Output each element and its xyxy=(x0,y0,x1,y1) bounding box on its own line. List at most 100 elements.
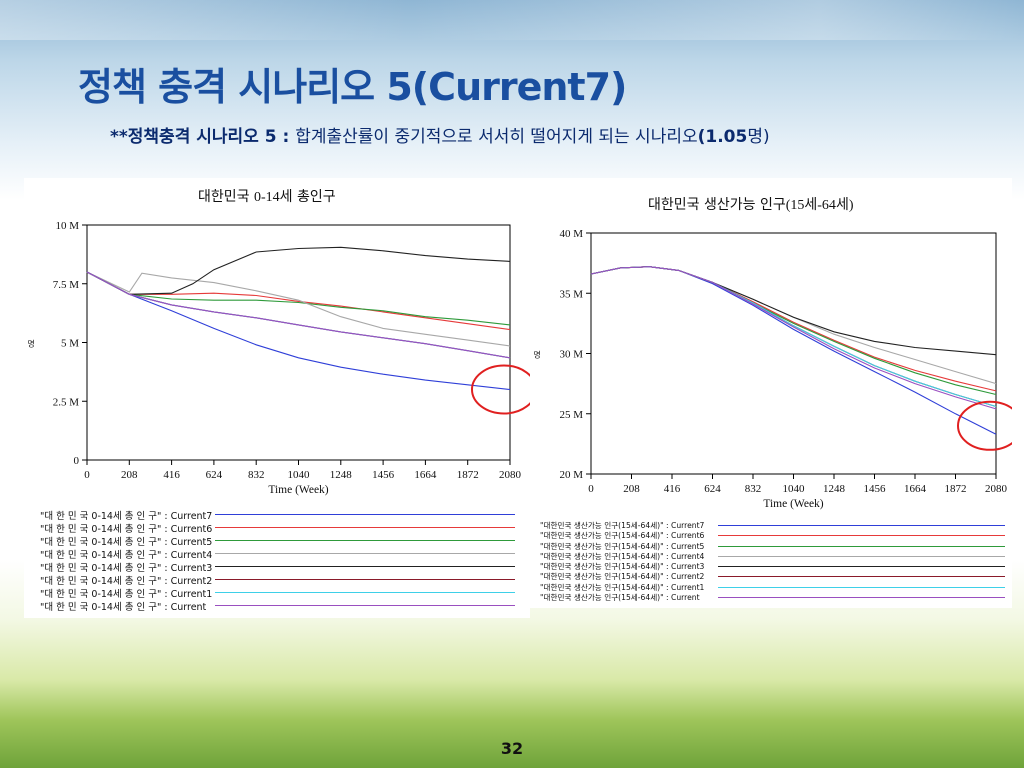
legend-label: "대 한 민 국 0-14세 총 인 구" : Current2 xyxy=(40,576,213,587)
y-tick-label: 20 M xyxy=(559,469,583,481)
legend-label: "대한민국 생산가능 인구(15세-64세)" : Current xyxy=(540,593,700,603)
chart-title-part: 세 총인구 xyxy=(279,189,336,205)
legend-swatch xyxy=(215,514,515,515)
slide-title: 정책 충격 시나리오 5(Current7) xyxy=(78,65,627,109)
subtitle-suffix: 명) xyxy=(747,127,770,147)
subtitle-colon: : xyxy=(276,127,296,147)
legend-label: "대 한 민 국 0-14세 총 인 구" : Current7 xyxy=(40,511,213,522)
x-tick-label: 1664 xyxy=(414,469,437,481)
legend-swatch xyxy=(718,525,1005,526)
x-tick-label: 832 xyxy=(248,469,265,481)
series-line-current5 xyxy=(86,271,511,326)
x-tick-label: 1456 xyxy=(372,469,395,481)
x-tick-label: 1872 xyxy=(457,469,479,481)
legend-swatch xyxy=(215,566,515,567)
legend-swatch xyxy=(215,540,515,541)
legend-label: "대한민국 생산가능 인구(15세-64세)" : Current4 xyxy=(540,551,705,561)
highlight-circle xyxy=(471,364,530,415)
chart-title: 대한민국 0-14세 총인구 xyxy=(198,186,336,206)
x-tick-label: 1040 xyxy=(288,469,311,481)
series-line-current xyxy=(86,271,511,359)
x-tick-label: 624 xyxy=(206,469,223,481)
y-tick-label: 30 M xyxy=(559,349,583,361)
x-axis-label: Time (Week) xyxy=(268,484,328,496)
series-line-current4 xyxy=(86,271,511,347)
series-line-current xyxy=(590,266,997,410)
y-tick-label: 35 M xyxy=(559,288,583,300)
chart-svg-working-age: 20 M 25 M 30 M 35 M 40 M 0 208 416 624 832 1040 124… xyxy=(533,228,1012,510)
legend-swatch xyxy=(215,553,515,554)
chart-title-part: 세 xyxy=(835,197,849,213)
x-tick-label: 832 xyxy=(745,483,762,495)
legend-swatch xyxy=(718,566,1005,568)
legend-swatch xyxy=(215,579,515,580)
x-tick-label: 1664 xyxy=(904,483,927,495)
chart-panel-working-age: 대한민국 생산가능 인구(15세-64세) 20 M 25 M 30 M 35 M 40… xyxy=(530,178,1012,608)
legend-label: "대 한 민 국 0-14세 총 인 구" : Current3 xyxy=(40,563,213,574)
legend-label: "대한민국 생산가능 인구(15세-64세)" : Current3 xyxy=(540,562,705,572)
plot-area xyxy=(86,224,511,461)
subtitle-number: 5 xyxy=(264,127,277,147)
plot-area xyxy=(590,232,997,475)
legend-label: "대 한 민 국 0-14세 총 인 구" : Current xyxy=(40,602,207,613)
chart-title: 대한민국 생산가능 인구(15세-64세) xyxy=(648,194,854,214)
x-tick-label: 208 xyxy=(623,483,640,495)
y-tick-label: 10 M xyxy=(55,220,79,232)
chart-title-part: 대한민국 생산가능 인구 xyxy=(648,197,786,213)
series-line-current6 xyxy=(86,271,511,331)
page-number: 32 xyxy=(500,739,524,758)
chart-title-part: 대한민국 xyxy=(198,189,254,205)
legend-swatch xyxy=(215,527,515,528)
chart-title-part: (15 xyxy=(785,198,805,213)
legend-swatch xyxy=(718,576,1005,578)
legend-swatch xyxy=(718,586,1005,588)
legend-label: "대한민국 생산가능 인구(15세-64세)" : Current1 xyxy=(540,582,705,592)
series-line-current7 xyxy=(86,271,511,391)
legend-swatch xyxy=(718,545,1005,547)
highlight-circle xyxy=(957,400,1012,451)
y-axis-label: 명 xyxy=(533,350,540,360)
y-tick-label: 5 M xyxy=(61,338,79,350)
subtitle-prefix: **정책충격 시나리오 xyxy=(110,127,265,147)
x-tick-label: 1248 xyxy=(823,483,846,495)
legend-swatch xyxy=(718,535,1005,537)
x-tick-label: 416 xyxy=(163,469,180,481)
subtitle-text: 합계출산률이 중기적으로 서서히 떨어지게 되는 시나리오 xyxy=(295,127,698,147)
chart-title-part: 0-14 xyxy=(253,190,280,205)
chart-svg-children: 0 2.5 M 5 M 7.5 M 10 M 0 208 416 624 832 1040 1248 1… xyxy=(27,220,530,496)
legend-label: "대 한 민 국 0-14세 총 인 구" : Current4 xyxy=(40,550,213,561)
x-tick-label: 0 xyxy=(588,483,594,495)
x-tick-label: 1872 xyxy=(945,483,967,495)
legend-label: "대한민국 생산가능 인구(15세-64세)" : Current6 xyxy=(540,531,705,541)
x-axis-label: Time (Week) xyxy=(763,498,823,510)
x-tick-label: 1456 xyxy=(864,483,887,495)
y-tick-label: 7.5 M xyxy=(53,279,80,291)
x-tick-label: 1040 xyxy=(783,483,806,495)
y-tick-label: 40 M xyxy=(559,228,583,240)
legend-swatch xyxy=(718,597,1005,599)
subtitle-value: (1.05 xyxy=(697,127,748,147)
legend-label: "대한민국 생산가능 인구(15세-64세)" : Current5 xyxy=(540,541,705,551)
x-tick-label: 416 xyxy=(664,483,681,495)
slide-subtitle: **정책충격 시나리오 5 : 합계출산률이 중기적으로 서서히 떨어지게 되는… xyxy=(110,122,770,147)
y-axis-label: 명 xyxy=(27,339,34,349)
legend-swatch xyxy=(215,592,515,593)
chart-title-part: ) xyxy=(848,198,854,213)
y-tick-label: 2.5 M xyxy=(53,396,80,408)
legend-label: "대 한 민 국 0-14세 총 인 구" : Current5 xyxy=(40,537,213,548)
legend-swatch xyxy=(215,605,515,606)
legend-label: "대 한 민 국 0-14세 총 인 구" : Current1 xyxy=(40,589,213,600)
x-tick-label: 0 xyxy=(84,469,90,481)
legend-label: "대한민국 생산가능 인구(15세-64세)" : Current2 xyxy=(540,572,705,582)
legend-label: "대한민국 생산가능 인구(15세-64세)" : Current7 xyxy=(540,521,705,530)
chart-title-part: -64 xyxy=(817,198,836,213)
legend-swatch xyxy=(718,555,1005,557)
y-tick-label: 25 M xyxy=(559,409,583,421)
x-tick-label: 1248 xyxy=(330,469,353,481)
chart-title-part: 세 xyxy=(804,197,818,213)
y-tick-label: 0 xyxy=(74,455,80,467)
series-line-current3 xyxy=(86,246,511,295)
x-tick-label: 2080 xyxy=(985,483,1008,495)
x-tick-label: 624 xyxy=(704,483,721,495)
legend-label: "대 한 민 국 0-14세 총 인 구" : Current6 xyxy=(40,524,213,535)
